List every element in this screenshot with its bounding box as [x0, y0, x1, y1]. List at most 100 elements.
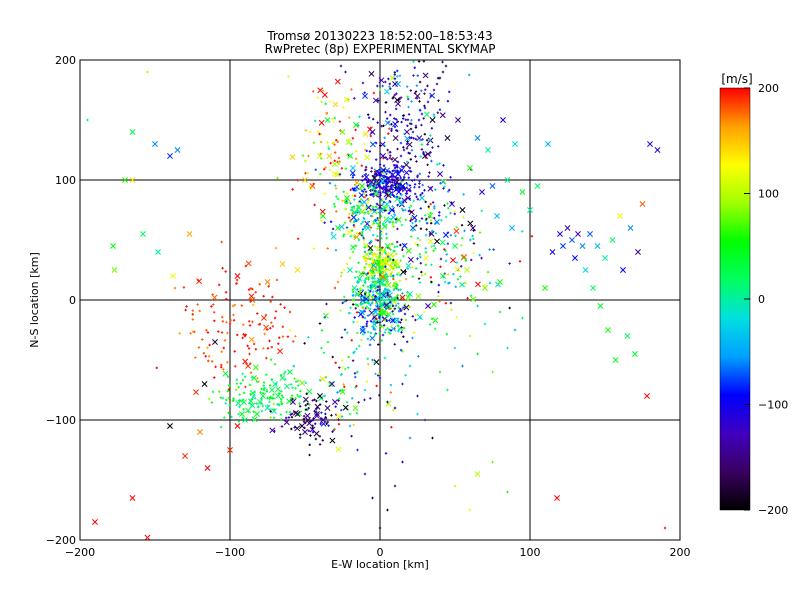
data-point-cross — [429, 117, 436, 123]
data-point — [405, 142, 409, 146]
data-point — [381, 84, 384, 88]
data-point — [388, 290, 392, 293]
data-point-cross — [377, 207, 384, 214]
data-point — [279, 398, 283, 401]
data-point — [391, 260, 394, 264]
data-point — [274, 310, 278, 313]
data-point — [389, 154, 392, 157]
data-point — [349, 234, 352, 238]
data-point-cross — [385, 281, 392, 288]
data-point — [296, 379, 300, 383]
x-tick-label: 200 — [670, 546, 691, 559]
data-point — [384, 189, 388, 193]
data-point — [353, 225, 356, 228]
data-point — [370, 301, 374, 305]
data-point-cross — [404, 129, 410, 135]
data-point-cross — [167, 423, 173, 429]
data-point — [369, 249, 373, 252]
data-point — [385, 261, 388, 265]
data-point-cross — [414, 93, 421, 99]
data-point — [403, 312, 407, 316]
data-point — [204, 355, 207, 358]
data-point-cross — [464, 267, 470, 273]
data-point — [395, 280, 398, 284]
data-point-cross — [144, 534, 151, 541]
data-point — [380, 168, 383, 172]
data-point — [385, 288, 389, 292]
data-point — [250, 398, 253, 402]
data-point — [281, 335, 285, 338]
data-point-cross — [422, 153, 428, 159]
data-point-cross — [321, 91, 328, 98]
data-point — [397, 265, 401, 269]
data-point — [480, 209, 483, 213]
data-point — [354, 386, 357, 389]
data-point — [469, 238, 472, 242]
data-point — [288, 310, 292, 314]
data-point — [336, 140, 340, 144]
data-point-cross — [369, 141, 376, 148]
data-point — [354, 157, 358, 161]
data-point — [351, 194, 354, 198]
data-point — [353, 276, 357, 279]
data-point — [462, 193, 465, 196]
data-point — [343, 200, 347, 204]
data-point — [340, 359, 344, 362]
data-point — [366, 330, 370, 334]
data-point — [391, 169, 394, 173]
data-point — [422, 151, 425, 154]
data-point — [398, 74, 402, 78]
data-point — [224, 402, 227, 405]
data-point — [416, 175, 419, 179]
data-point — [390, 183, 393, 187]
data-point — [384, 80, 387, 84]
data-point — [530, 235, 534, 238]
data-point — [387, 132, 390, 135]
data-point-cross — [324, 117, 331, 123]
data-point-cross — [361, 199, 368, 205]
data-point — [406, 267, 410, 270]
data-point — [376, 246, 379, 249]
data-point — [369, 257, 372, 261]
data-point — [222, 368, 225, 371]
data-point — [456, 278, 460, 281]
data-point — [406, 298, 410, 302]
data-point-cross — [252, 364, 259, 371]
chart-subtitle: RwPretec (8p) EXPERIMENTAL SKYMAP — [265, 42, 496, 56]
data-point — [420, 89, 423, 92]
data-point — [309, 130, 312, 134]
data-point — [438, 162, 441, 165]
data-point — [212, 303, 215, 306]
data-point — [365, 295, 368, 298]
data-point — [352, 220, 356, 224]
data-point — [210, 305, 213, 308]
data-point — [270, 378, 274, 381]
data-point — [419, 139, 422, 142]
data-point — [327, 147, 331, 151]
data-point — [376, 234, 379, 238]
data-point — [433, 327, 437, 331]
data-point — [381, 258, 385, 262]
data-point — [408, 364, 412, 368]
data-point — [391, 220, 395, 224]
data-point — [374, 372, 377, 376]
data-point — [385, 253, 389, 257]
data-point — [220, 350, 223, 353]
data-point-cross — [394, 97, 401, 104]
data-point-cross — [317, 393, 323, 399]
data-point — [237, 386, 240, 389]
data-point — [348, 116, 351, 119]
data-point-cross — [392, 284, 399, 291]
data-point — [443, 280, 447, 284]
data-point-cross — [122, 177, 128, 183]
data-point — [259, 391, 262, 394]
data-point — [298, 436, 302, 439]
data-point — [331, 430, 334, 433]
data-point-cross — [358, 209, 365, 215]
data-point — [353, 372, 357, 375]
data-point — [385, 172, 388, 176]
data-point — [376, 285, 380, 289]
data-point — [353, 198, 356, 201]
data-point — [372, 316, 375, 320]
